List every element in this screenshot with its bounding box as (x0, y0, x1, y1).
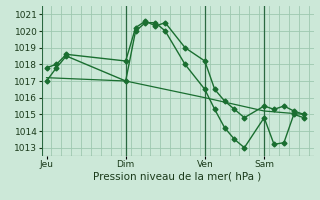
X-axis label: Pression niveau de la mer( hPa ): Pression niveau de la mer( hPa ) (93, 172, 262, 182)
